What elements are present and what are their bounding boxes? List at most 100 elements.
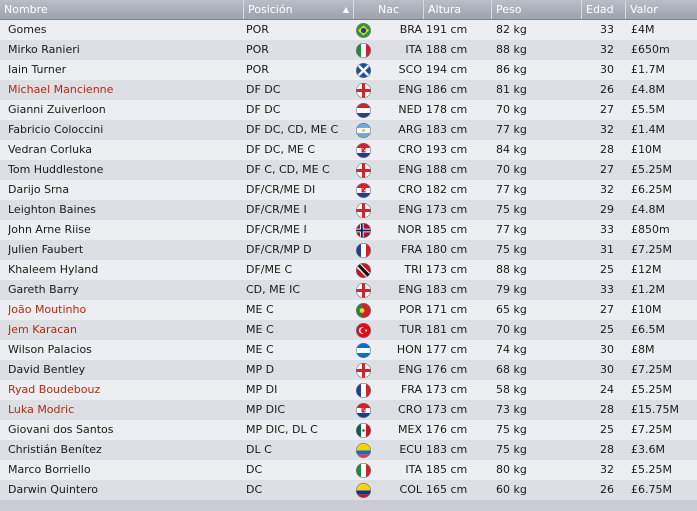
nation-flag-icon [355, 340, 375, 360]
column-header-peso[interactable]: Peso [492, 0, 582, 19]
nation-flag-icon [355, 180, 375, 200]
player-nationality: POR [399, 303, 422, 316]
flag-eng-icon [356, 283, 371, 298]
table-row[interactable]: Christián Benítez DL C ECU 183 cm 75 kg 28 £3.… [0, 440, 697, 460]
player-position: DC [246, 483, 263, 496]
player-name[interactable]: Gareth Barry [8, 283, 79, 296]
player-nationality: ENG [398, 363, 422, 376]
player-value: £5.25M [631, 383, 672, 396]
table-row[interactable]: Vedran Corluka DF DC, ME C CRO 193 cm 84 kg 2… [0, 140, 697, 160]
player-height: 194 cm [426, 63, 468, 76]
table-row[interactable]: Marco Borriello DC ITA 185 cm 80 kg 32 £5.25M [0, 460, 697, 480]
player-position: DF C, CD, ME C [246, 163, 330, 176]
player-name[interactable]: Gomes [8, 23, 47, 36]
player-name[interactable]: Marco Borriello [8, 463, 91, 476]
player-name[interactable]: John Arne Riise [8, 223, 91, 236]
table-row[interactable]: Jem Karacan ME C TUR 181 cm 70 kg 25 £6.5M [0, 320, 697, 340]
player-name[interactable]: Fabricio Coloccini [8, 123, 104, 136]
player-name[interactable]: Luka Modric [8, 403, 75, 416]
column-header-edad[interactable]: Edad [582, 0, 626, 19]
player-height: 178 cm [426, 103, 468, 116]
table-row[interactable]: Gomes POR BRA 191 cm 82 kg 33 £4M [0, 20, 697, 40]
player-name[interactable]: João Moutinho [8, 303, 87, 316]
player-name[interactable]: Ryad Boudebouz [8, 383, 101, 396]
nation-flag-icon [355, 220, 375, 240]
table-row[interactable]: John Arne Riise DF/CR/ME I NOR 185 cm 77 kg 3… [0, 220, 697, 240]
player-nationality: MEX [398, 423, 422, 436]
column-header-posicion[interactable]: Posición ▲ [244, 0, 354, 19]
player-age: 24 [600, 383, 614, 396]
player-name[interactable]: Iain Turner [8, 63, 67, 76]
table-row[interactable]: Luka Modric MP DIC CRO 173 cm 73 kg 28 £15.75M [0, 400, 697, 420]
player-value: £7.25M [631, 363, 672, 376]
nation-flag-icon [355, 120, 375, 140]
player-name[interactable]: Vedran Corluka [8, 143, 93, 156]
player-weight: 58 kg [496, 383, 527, 396]
table-row[interactable]: Julien Faubert DF/CR/MP D FRA 180 cm 75 kg 31… [0, 240, 697, 260]
player-value: £5.25M [631, 163, 672, 176]
column-header-nac[interactable]: Nac [354, 0, 424, 19]
player-position: ME C [246, 323, 274, 336]
table-row[interactable]: Mirko Ranieri POR ITA 188 cm 88 kg 32 £650m [0, 40, 697, 60]
player-name[interactable]: Tom Huddlestone [8, 163, 104, 176]
player-name[interactable]: Jem Karacan [8, 323, 78, 336]
player-position: DF DC, ME C [246, 143, 316, 156]
player-name[interactable]: Michael Mancienne [8, 83, 114, 96]
table-row[interactable]: Darwin Quintero DC COL 165 cm 60 kg 26 £6.75M [0, 480, 697, 500]
player-age: 25 [600, 423, 614, 436]
table-row[interactable]: João Moutinho ME C POR 171 cm 65 kg 27 £10M [0, 300, 697, 320]
player-name[interactable]: Gianni Zuiverloon [8, 103, 106, 116]
table-row[interactable]: Giovani dos Santos MP DIC, DL C MEX 176 cm 7… [0, 420, 697, 440]
player-age: 32 [600, 463, 614, 476]
player-name[interactable]: Darwin Quintero [8, 483, 99, 496]
player-age: 25 [600, 323, 614, 336]
player-weight: 75 kg [496, 423, 527, 436]
table-row[interactable]: Khaleem Hyland DF/ME C TRI 173 cm 88 kg 25 £12… [0, 260, 697, 280]
player-value: £4.8M [631, 83, 665, 96]
player-name[interactable]: Mirko Ranieri [8, 43, 80, 56]
player-name[interactable]: Wilson Palacios [8, 343, 92, 356]
player-position: MP D [246, 363, 275, 376]
player-height: 173 cm [426, 263, 468, 276]
column-header-altura[interactable]: Altura [424, 0, 492, 19]
table-row[interactable]: Gianni Zuiverloon DF DC NED 178 cm 70 kg 27 £5… [0, 100, 697, 120]
table-row[interactable]: Tom Huddlestone DF C, CD, ME C ENG 188 cm 70… [0, 160, 697, 180]
table-row[interactable]: Darijo Srna DF/CR/ME DI CRO 182 cm 77 kg 32 £6… [0, 180, 697, 200]
player-name[interactable]: Khaleem Hyland [8, 263, 99, 276]
nation-flag-icon [355, 360, 375, 380]
column-header-nombre[interactable]: Nombre [0, 0, 244, 19]
player-height: 185 cm [426, 463, 468, 476]
player-weight: 79 kg [496, 283, 527, 296]
player-height: 188 cm [426, 163, 468, 176]
table-row[interactable]: Ryad Boudebouz MP DI FRA 173 cm 58 kg 24 £5.25… [0, 380, 697, 400]
player-position: DF DC [246, 103, 281, 116]
player-value: £3.6M [631, 443, 665, 456]
table-row[interactable]: Wilson Palacios ME C HON 177 cm 74 kg 30 £8M [0, 340, 697, 360]
player-weight: 80 kg [496, 463, 527, 476]
player-name[interactable]: Julien Faubert [8, 243, 84, 256]
player-name[interactable]: Christián Benítez [8, 443, 102, 456]
player-weight: 77 kg [496, 223, 527, 236]
player-name[interactable]: Leighton Baines [8, 203, 97, 216]
player-height: 185 cm [426, 223, 468, 236]
player-position: DF/CR/ME I [246, 203, 307, 216]
table-row[interactable]: Fabricio Coloccini DF DC, CD, ME C ARG 183 … [0, 120, 697, 140]
flag-hon-icon [356, 343, 371, 358]
player-height: 176 cm [426, 363, 468, 376]
player-value: £6.5M [631, 323, 665, 336]
table-row[interactable]: Gareth Barry CD, ME IC ENG 183 cm 79 kg 33 £1.… [0, 280, 697, 300]
table-row[interactable]: David Bentley MP D ENG 176 cm 68 kg 30 £7.25M [0, 360, 697, 380]
player-name[interactable]: Darijo Srna [8, 183, 70, 196]
player-nationality: CRO [398, 183, 422, 196]
player-value: £1.4M [631, 123, 665, 136]
player-age: 33 [600, 23, 614, 36]
nation-flag-icon [355, 100, 375, 120]
table-row[interactable]: Leighton Baines DF/CR/ME I ENG 173 cm 75 kg 2… [0, 200, 697, 220]
flag-fra-icon [356, 383, 371, 398]
table-row[interactable]: Michael Mancienne DF DC ENG 186 cm 81 kg 26 £4… [0, 80, 697, 100]
column-header-valor[interactable]: Valor [630, 3, 658, 16]
player-name[interactable]: David Bentley [8, 363, 86, 376]
player-name[interactable]: Giovani dos Santos [8, 423, 114, 436]
table-row[interactable]: Iain Turner POR SCO 194 cm 86 kg 30 £1.7M [0, 60, 697, 80]
player-age: 32 [600, 123, 614, 136]
